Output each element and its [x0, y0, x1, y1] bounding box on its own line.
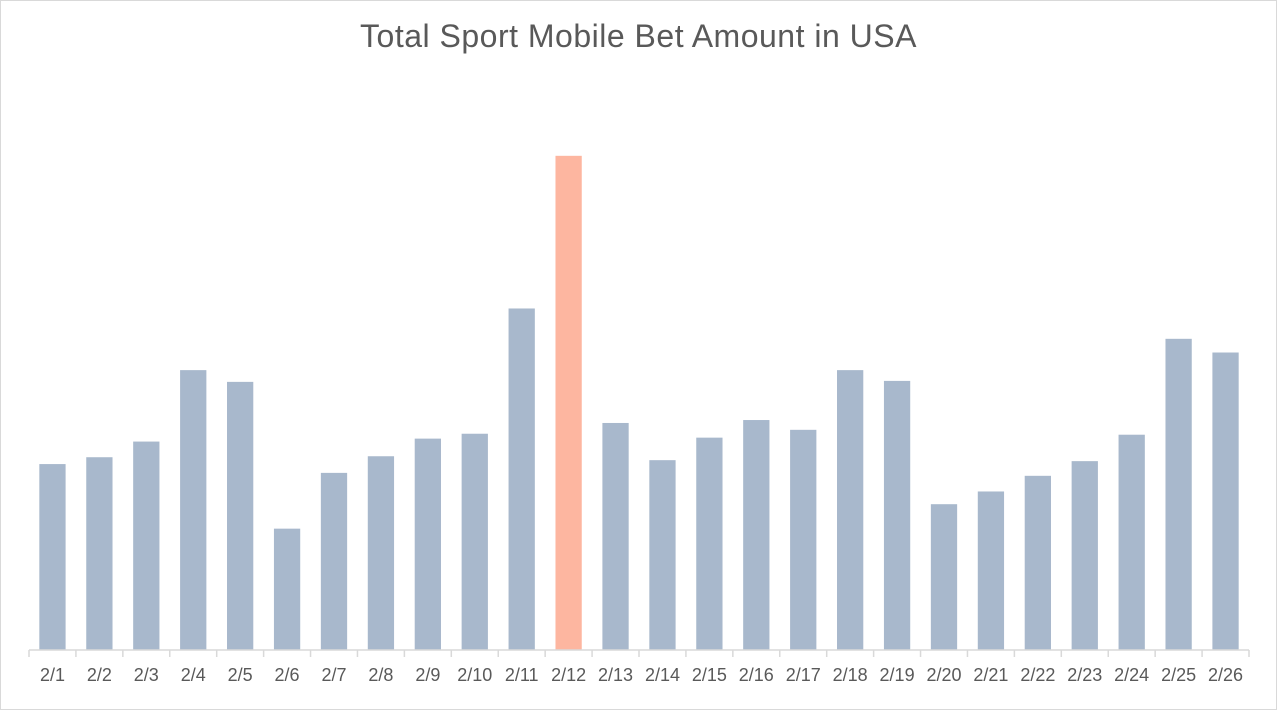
bar-2-11 — [508, 308, 535, 650]
bar-2-2 — [86, 457, 113, 650]
bar-2-21 — [977, 491, 1005, 650]
bar-2-26 — [1212, 352, 1239, 650]
bar-2-1 — [39, 464, 66, 650]
x-tick-label: 2/14 — [645, 665, 680, 685]
x-tick-label: 2/16 — [739, 665, 774, 685]
x-tick-label: 2/6 — [275, 665, 300, 685]
bar-2-22 — [1024, 475, 1051, 650]
bar-2-13 — [602, 422, 629, 650]
bar-2-6 — [273, 528, 301, 650]
x-tick-label: 2/11 — [505, 665, 539, 685]
x-tick-label: 2/15 — [692, 665, 727, 685]
x-tick-label: 2/24 — [1114, 665, 1149, 685]
bar-2-8 — [367, 456, 395, 650]
bars-group — [39, 155, 1239, 651]
bar-2-17 — [790, 429, 817, 650]
bar-2-25 — [1165, 338, 1192, 650]
x-tick-label: 2/12 — [551, 665, 586, 685]
bar-2-5 — [227, 381, 254, 650]
x-tick-label: 2/3 — [134, 665, 159, 685]
x-tick-label: 2/26 — [1208, 665, 1243, 685]
x-tick-label: 2/7 — [321, 665, 346, 685]
x-tick-label: 2/10 — [457, 665, 492, 685]
bar-2-14 — [649, 460, 676, 650]
bar-2-9 — [414, 438, 441, 650]
x-tick-label: 2/13 — [598, 665, 633, 685]
x-tick-label: 2/18 — [833, 665, 868, 685]
x-tick-label: 2/19 — [880, 665, 915, 685]
x-axis-labels: 2/1 2/2 2/3 2/4 2/5 2/6 2/7 2/8 2/9 2/10 2/11 2/12 2… — [40, 665, 1243, 685]
bar-2-10 — [461, 433, 488, 650]
x-tick-label: 2/20 — [926, 665, 961, 685]
bar-2-23 — [1071, 461, 1098, 650]
bar-2-19 — [883, 380, 911, 650]
x-tick-label: 2/25 — [1161, 665, 1196, 685]
chart-title: Total Sport Mobile Bet Amount in USA — [360, 18, 917, 54]
x-tick-label: 2/5 — [228, 665, 253, 685]
x-tick-label: 2/23 — [1067, 665, 1102, 685]
bar-2-12 — [555, 155, 582, 651]
x-tick-label: 2/4 — [181, 665, 206, 685]
x-tick-label: 2/22 — [1020, 665, 1055, 685]
bar-2-16 — [743, 420, 770, 650]
x-axis-ticks — [28, 650, 1250, 657]
x-tick-label: 2/21 — [973, 665, 1008, 685]
bar-2-3 — [133, 441, 160, 650]
bar-2-7 — [320, 472, 348, 650]
bar-2-20 — [930, 504, 958, 650]
bar-2-24 — [1118, 434, 1145, 650]
bar-2-18 — [837, 370, 864, 650]
x-tick-label: 2/9 — [415, 665, 440, 685]
x-tick-label: 2/2 — [87, 665, 112, 685]
x-tick-label: 2/17 — [786, 665, 821, 685]
x-tick-label: 2/1 — [40, 665, 65, 685]
x-tick-label: 2/8 — [368, 665, 393, 685]
bar-2-4 — [180, 370, 207, 650]
bar-2-15 — [696, 437, 723, 650]
